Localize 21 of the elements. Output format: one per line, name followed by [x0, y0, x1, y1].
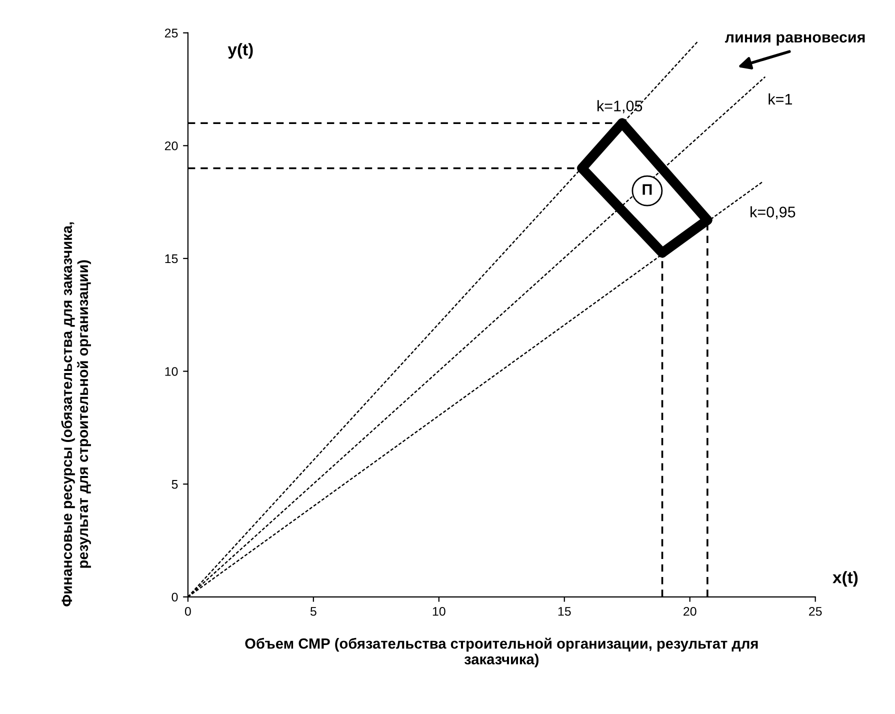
- annotation: k=1: [768, 93, 792, 104]
- annotation: k=0,95: [750, 206, 796, 220]
- annotation: П: [642, 184, 652, 195]
- annotation: y(t): [228, 43, 253, 59]
- x-tick-label: 0: [184, 606, 191, 616]
- y-tick-label: 25: [164, 28, 178, 38]
- y-tick-label: 20: [164, 141, 178, 150]
- text: x(t): [832, 571, 858, 587]
- text: Финансовые ресурсы (обязательства для заказчика, результат для строительной организации): [61, 222, 91, 606]
- x-tick-label: 15: [558, 607, 571, 616]
- x-tick-label: 20: [684, 606, 696, 616]
- y-tick-label: 0: [172, 592, 178, 602]
- annotation: k=1,05: [597, 100, 642, 114]
- x-tick-label: 10: [432, 606, 446, 616]
- x-axis-title: Объем СМР (обязательства строительной организации, результат для заказчика): [245, 638, 758, 668]
- annotation: линия равновесия: [724, 34, 865, 46]
- y-tick-label: 10: [165, 367, 178, 376]
- y-tick-label: 15: [165, 254, 178, 264]
- x-tick-label: 5: [310, 607, 316, 616]
- x-tick-label: 25: [809, 606, 822, 616]
- y-tick-label: 5: [172, 480, 178, 489]
